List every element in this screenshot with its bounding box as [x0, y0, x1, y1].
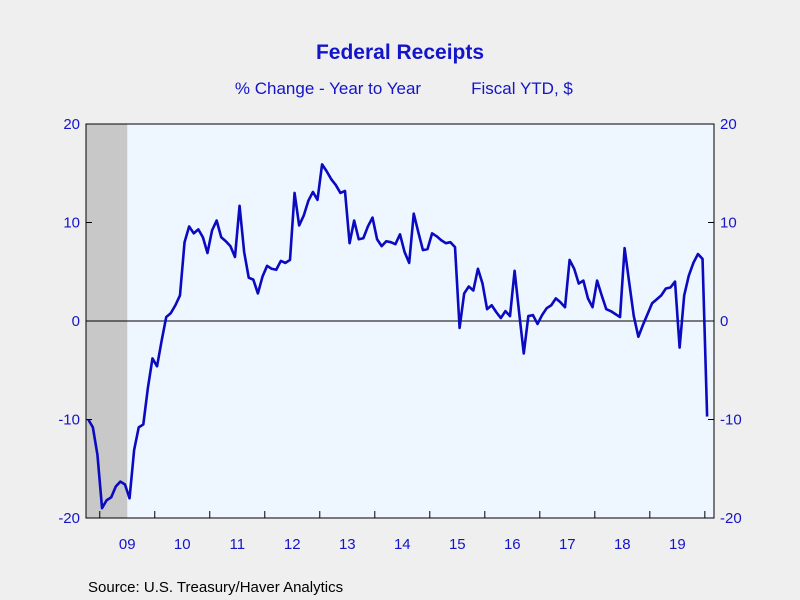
y-tick-label-left: -10	[58, 412, 80, 429]
y-tick-label-right: -20	[720, 510, 742, 527]
x-tick-label: 17	[559, 536, 576, 553]
y-tick-label-right: 0	[720, 313, 728, 330]
x-tick-label: 09	[119, 536, 136, 553]
source-note: Source: U.S. Treasury/Haver Analytics	[88, 579, 343, 596]
chart-title: Federal Receipts	[316, 41, 484, 64]
chart-subtitle-left: % Change - Year to Year	[235, 79, 422, 98]
y-tick-label-right: -10	[720, 412, 742, 429]
y-tick-label-left: 0	[72, 313, 80, 330]
y-axis-left: -20 -10 0 10 20	[58, 116, 92, 527]
x-tick-label: 12	[284, 536, 301, 553]
chart-subtitle-right: Fiscal YTD, $	[471, 79, 573, 98]
y-tick-label-left: 10	[63, 215, 80, 232]
y-tick-label-left: 20	[63, 116, 80, 133]
y-tick-label-right: 20	[720, 116, 737, 133]
x-tick-label: 18	[614, 536, 631, 553]
y-tick-label-right: 10	[720, 215, 737, 232]
x-tick-label: 16	[504, 536, 521, 553]
x-tick-label: 13	[339, 536, 356, 553]
x-tick-label: 19	[669, 536, 686, 553]
x-tick-label: 14	[394, 536, 411, 553]
x-axis: 09 10 11 12 13 14 15 16 17 18 19	[99, 511, 706, 553]
series-line-receipts	[87, 163, 709, 510]
plot-area	[85, 123, 715, 519]
x-tick-label: 15	[449, 536, 466, 553]
y-axis-right: -20 -10 0 10 20	[708, 116, 742, 527]
y-tick-label-left: -20	[58, 510, 80, 527]
x-tick-label: 10	[174, 536, 191, 553]
x-tick-label: 11	[229, 536, 245, 553]
